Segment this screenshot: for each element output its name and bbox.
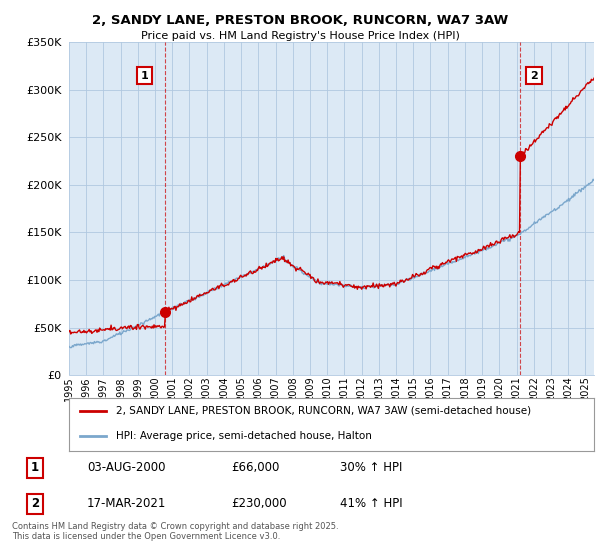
Text: 2: 2 <box>530 71 538 81</box>
Text: £230,000: £230,000 <box>231 497 287 510</box>
Text: Contains HM Land Registry data © Crown copyright and database right 2025.
This d: Contains HM Land Registry data © Crown c… <box>12 522 338 542</box>
Text: 17-MAR-2021: 17-MAR-2021 <box>87 497 166 510</box>
Text: HPI: Average price, semi-detached house, Halton: HPI: Average price, semi-detached house,… <box>116 431 372 441</box>
Text: £66,000: £66,000 <box>231 461 279 474</box>
Text: 2, SANDY LANE, PRESTON BROOK, RUNCORN, WA7 3AW: 2, SANDY LANE, PRESTON BROOK, RUNCORN, W… <box>92 14 508 27</box>
Text: 2, SANDY LANE, PRESTON BROOK, RUNCORN, WA7 3AW (semi-detached house): 2, SANDY LANE, PRESTON BROOK, RUNCORN, W… <box>116 406 532 416</box>
Text: 1: 1 <box>140 71 148 81</box>
Text: Price paid vs. HM Land Registry's House Price Index (HPI): Price paid vs. HM Land Registry's House … <box>140 31 460 41</box>
Text: 2: 2 <box>31 497 39 510</box>
Text: 41% ↑ HPI: 41% ↑ HPI <box>340 497 403 510</box>
Text: 30% ↑ HPI: 30% ↑ HPI <box>340 461 403 474</box>
Text: 1: 1 <box>31 461 39 474</box>
Text: 03-AUG-2000: 03-AUG-2000 <box>87 461 166 474</box>
